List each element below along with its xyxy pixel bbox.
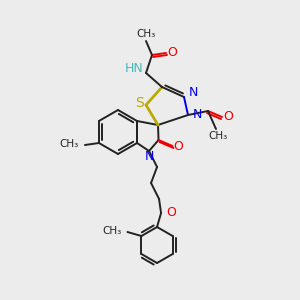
Text: HN: HN (124, 62, 143, 76)
Text: N: N (189, 85, 198, 98)
Text: N: N (193, 109, 202, 122)
Text: CH₃: CH₃ (60, 139, 79, 149)
Text: O: O (166, 206, 176, 220)
Text: O: O (223, 110, 233, 124)
Text: N: N (144, 151, 154, 164)
Text: CH₃: CH₃ (102, 226, 122, 236)
Text: O: O (174, 140, 184, 152)
Text: S: S (136, 96, 144, 110)
Text: CH₃: CH₃ (136, 29, 156, 39)
Text: CH₃: CH₃ (208, 131, 228, 141)
Text: O: O (167, 46, 177, 59)
